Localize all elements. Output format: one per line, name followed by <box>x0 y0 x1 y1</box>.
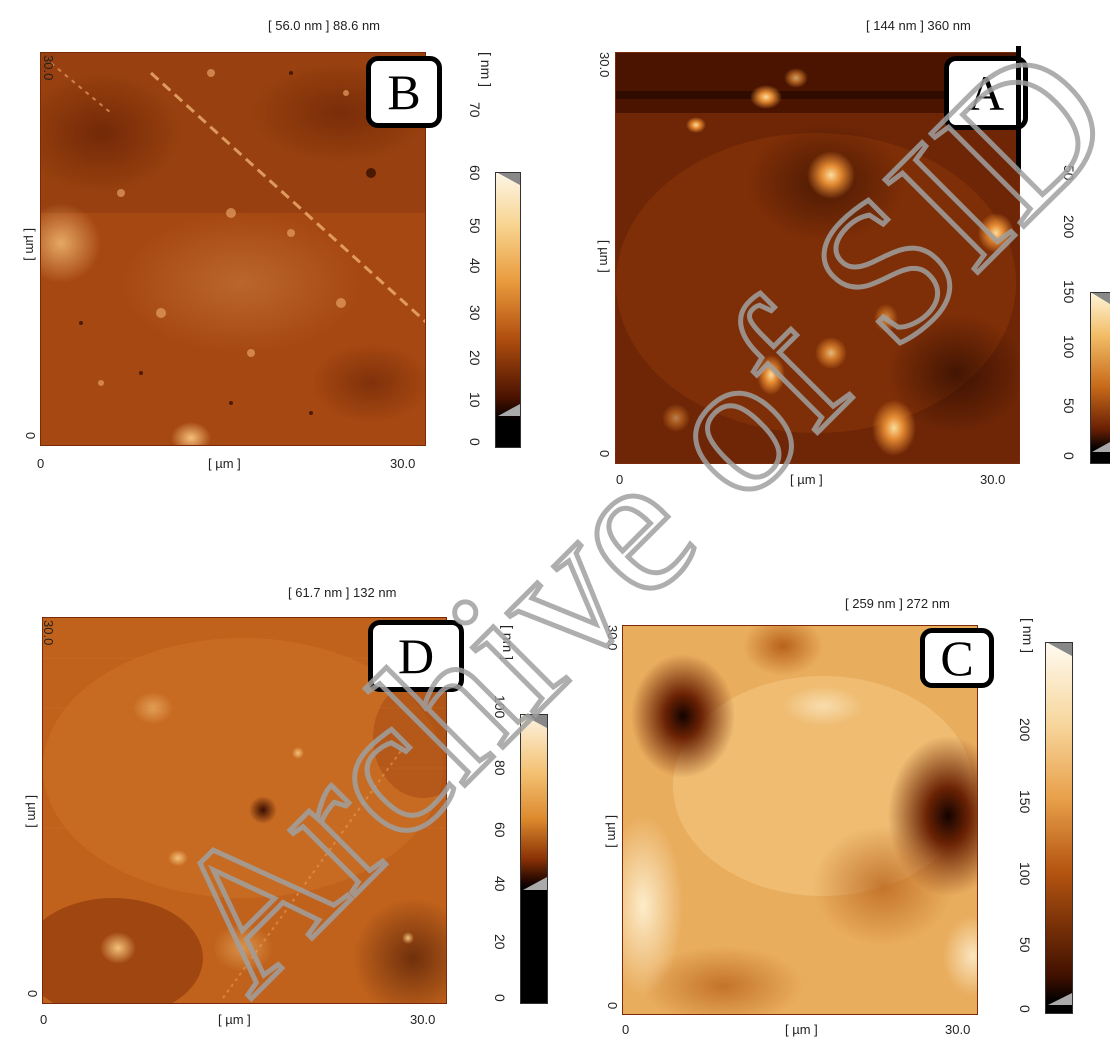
panel-letter-d: D <box>368 620 464 692</box>
colorbar-tick: 60 <box>492 822 508 838</box>
colorbar-tick: 20 <box>467 350 483 366</box>
height-range-label: [ 56.0 nm ] 88.6 nm <box>268 18 381 33</box>
colorbar-tick: 30 <box>467 305 483 321</box>
y-tick-bottom: 0 <box>605 1002 620 1010</box>
colorbar-tick: 20 <box>492 934 508 950</box>
height-range-label: [ 259 nm ] 272 nm <box>845 596 950 611</box>
colorbar <box>520 714 548 1004</box>
colorbar-tick: 50 <box>1061 398 1077 414</box>
colorbar-tick: 80 <box>492 760 508 776</box>
y-tick-top: 30.0 <box>41 620 56 646</box>
colorbar-top-marker <box>523 715 547 728</box>
y-axis-unit: [ µm ] <box>23 228 38 261</box>
height-range-label: [ 61.7 nm ] 132 nm <box>288 585 397 600</box>
y-axis-unit: [ µm ] <box>25 795 40 828</box>
y-tick-bottom: 0 <box>23 432 38 440</box>
colorbar-tick: 100 <box>1061 335 1077 359</box>
colorbar-tick: 200 <box>1061 215 1077 239</box>
y-tick-bottom: 0 <box>597 450 612 458</box>
colorbar-tick: 50 <box>467 218 483 234</box>
colorbar-tick: 0 <box>1017 1005 1033 1013</box>
x-axis-unit: [ µm ] <box>790 472 823 487</box>
y-tick-top: 30.0 <box>41 55 56 81</box>
height-range-label: [ 144 nm ] 360 nm <box>866 18 971 33</box>
colorbar-tick: 60 <box>467 165 483 181</box>
x-tick-left: 0 <box>40 1012 48 1027</box>
colorbar-top-marker <box>1048 643 1072 656</box>
x-axis-unit: [ µm ] <box>785 1022 818 1037</box>
panel-letter-c: C <box>920 628 994 688</box>
colorbar-tick: 150 <box>1017 790 1033 814</box>
colorbar-tick: 100 <box>1017 862 1033 886</box>
colorbar-tick: 200 <box>1017 718 1033 742</box>
colorbar-tick: 50 <box>1017 937 1033 953</box>
x-tick-left: 0 <box>616 472 624 487</box>
colorbar <box>1090 292 1110 464</box>
x-tick-right: 30.0 <box>980 472 1006 487</box>
x-tick-right: 30.0 <box>390 456 416 471</box>
y-axis-unit: [ µm ] <box>605 815 620 848</box>
colorbar-tick: 150 <box>1061 280 1077 304</box>
colorbar-unit: [ nm ] <box>1020 618 1036 654</box>
colorbar-tick: 50 <box>1061 165 1077 181</box>
y-tick-top: 30.0 <box>605 625 620 651</box>
colorbar-tick: 70 <box>467 102 483 118</box>
colorbar-tick: 40 <box>492 876 508 892</box>
colorbar-tick: 0 <box>492 994 508 1002</box>
colorbar-bottom-marker <box>523 877 547 890</box>
colorbar-unit: [ nm ] <box>500 625 516 661</box>
colorbar-tick: 100 <box>492 695 508 719</box>
colorbar <box>495 172 521 448</box>
colorbar-bottom-marker <box>1048 993 1072 1005</box>
panel-letter-a: A <box>944 56 1028 130</box>
x-axis-unit: [ µm ] <box>218 1012 251 1027</box>
edge-mark <box>1016 46 1021 172</box>
colorbar-tick: 10 <box>467 392 483 408</box>
afm-image <box>42 617 447 1004</box>
y-tick-top: 30.0 <box>597 52 612 78</box>
y-axis-unit: [ µm ] <box>597 240 612 273</box>
afm-image <box>622 625 978 1015</box>
x-axis-unit: [ µm ] <box>208 456 241 471</box>
colorbar-bottom-marker <box>1092 442 1110 452</box>
afm-surface <box>43 618 446 1003</box>
x-tick-right: 30.0 <box>410 1012 436 1027</box>
colorbar-unit: [ nm ] <box>478 52 494 88</box>
x-tick-right: 30.0 <box>945 1022 971 1037</box>
colorbar-tick: 0 <box>467 438 483 446</box>
colorbar-tick: 40 <box>467 258 483 274</box>
afm-surface <box>623 626 977 1014</box>
colorbar-top-marker <box>1092 293 1110 304</box>
x-tick-left: 0 <box>37 456 45 471</box>
y-tick-bottom: 0 <box>25 990 40 998</box>
colorbar-top-marker <box>498 173 520 185</box>
afm-image <box>40 52 426 446</box>
colorbar-tick: 0 <box>1061 452 1077 460</box>
colorbar <box>1045 642 1073 1014</box>
afm-surface <box>41 53 425 445</box>
panel-letter-b: B <box>366 56 442 128</box>
x-tick-left: 0 <box>622 1022 630 1037</box>
colorbar-bottom-marker <box>498 404 520 416</box>
